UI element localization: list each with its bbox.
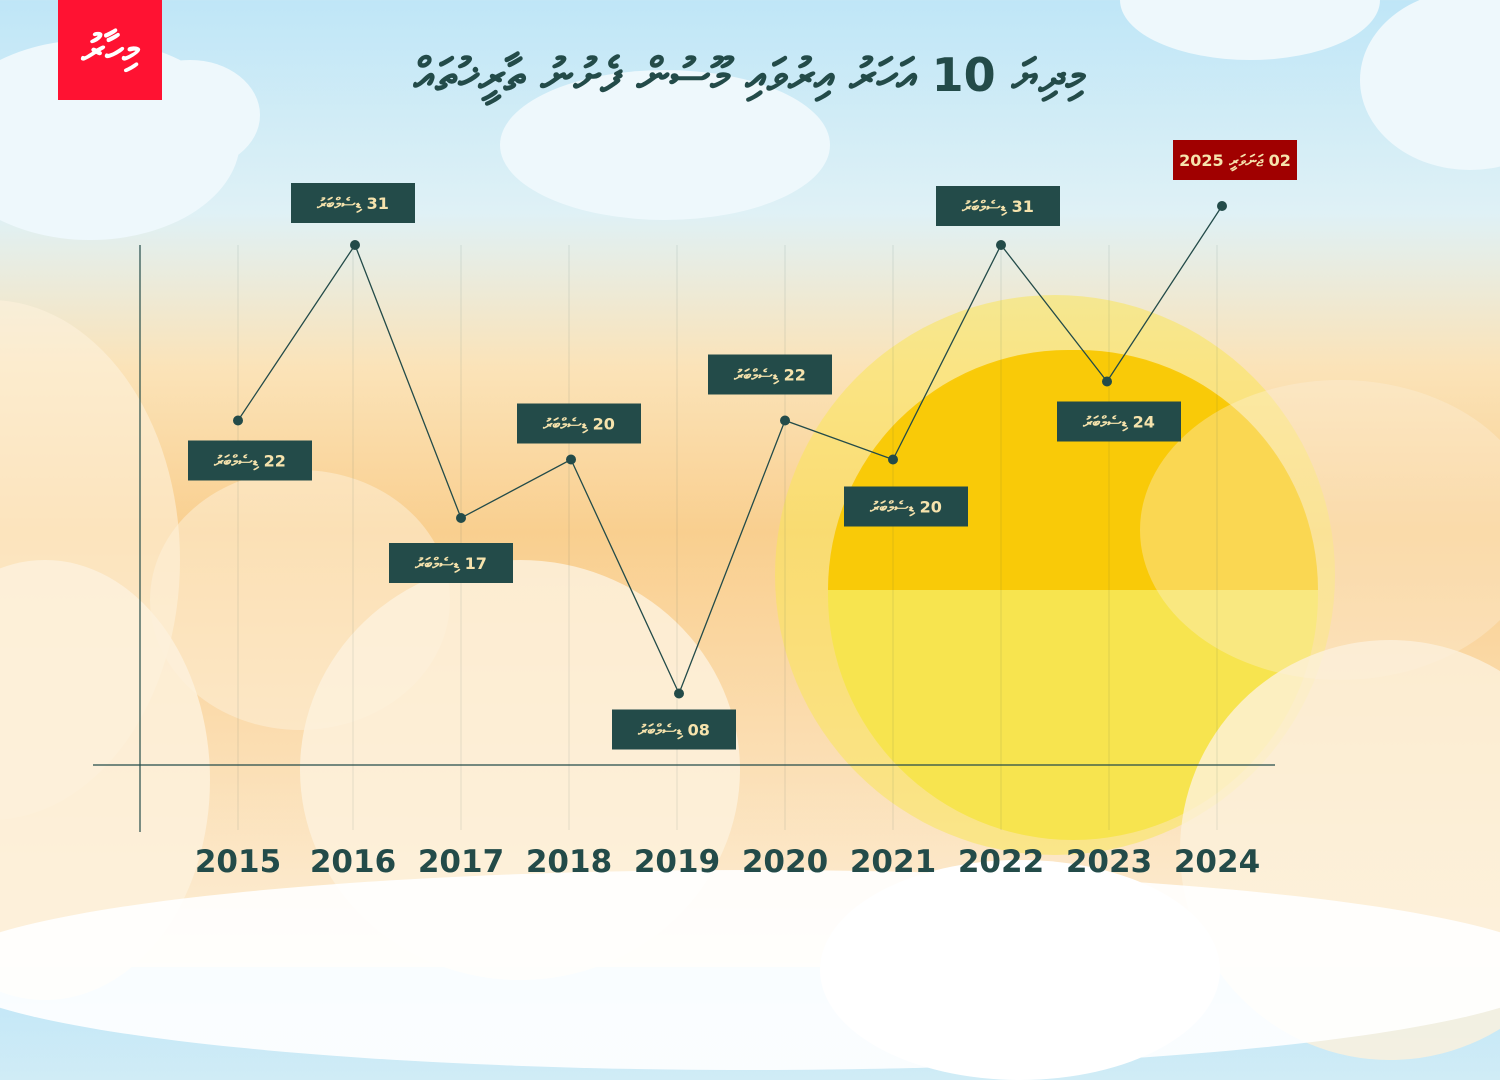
data-label: 22 ޑިސެމްބަރު: [733, 366, 806, 386]
data-point-2023: [1102, 376, 1112, 387]
x-tick-label: 2024: [1174, 844, 1260, 880]
data-point-2022: [996, 240, 1006, 250]
x-tick-label: 2019: [634, 844, 720, 880]
data-point-2020: [780, 415, 790, 426]
data-label: 20 ޑިސެމްބަރު: [542, 415, 615, 435]
data-label-box: [1057, 401, 1181, 442]
data-label-box: [936, 186, 1060, 226]
data-label-box: [389, 543, 513, 583]
data-label: 22 ޑިސެމްބަރު: [213, 452, 286, 472]
data-label: 08 ޑިސެމްބަރު: [637, 721, 710, 741]
data-point-2024: [1217, 201, 1227, 211]
x-tick-label: 2016: [310, 844, 396, 880]
x-tick-label: 2017: [418, 844, 504, 880]
x-tick-label: 2022: [958, 844, 1044, 880]
data-point-2017: [456, 513, 466, 523]
data-point-2018: [566, 454, 576, 465]
x-tick-label: 2020: [742, 844, 828, 880]
data-label-box: [612, 709, 736, 750]
line-chart: 22 ޑިސެމްބަރު 2015 31 ޑިސެމްބަރު 2016 17 ޑިސ…: [93, 140, 1297, 880]
data-label-box: [188, 440, 312, 481]
x-tick-label: 2023: [1066, 844, 1152, 880]
data-label-box: [1173, 140, 1297, 180]
data-label: 17 ޑިސެމްބަރު: [414, 554, 487, 574]
series-line: [237, 205, 1223, 696]
logo-text: މިހާރު: [81, 27, 139, 73]
data-label: 02 ޖަނަވަރީ 2025: [1179, 151, 1291, 172]
data-label: 31 ޑިސެމްބަރު: [316, 194, 389, 214]
data-label: 20 ޑިސެމްބަރު: [869, 498, 942, 518]
data-point-2021: [888, 454, 898, 465]
chart-title: މިދިޔަ 10 އަހަރު އިރުވައި މޫސުން ފެށުނު …: [413, 48, 1087, 102]
x-tick-label: 2018: [526, 844, 612, 880]
data-label: 31 ޑިސެމްބަރު: [961, 197, 1034, 217]
data-point-2015: [233, 415, 243, 426]
data-point-2019: [674, 688, 684, 699]
data-label-box: [844, 486, 968, 527]
data-label-box: [291, 183, 415, 223]
logo[interactable]: މިހާރު: [58, 0, 162, 100]
x-tick-label: 2015: [195, 844, 281, 880]
data-label-box: [517, 403, 641, 444]
data-label-box: [708, 354, 832, 395]
data-point-2016: [350, 240, 360, 250]
data-label: 24 ޑިސެމްބަރު: [1082, 413, 1155, 433]
x-tick-label: 2021: [850, 844, 936, 880]
